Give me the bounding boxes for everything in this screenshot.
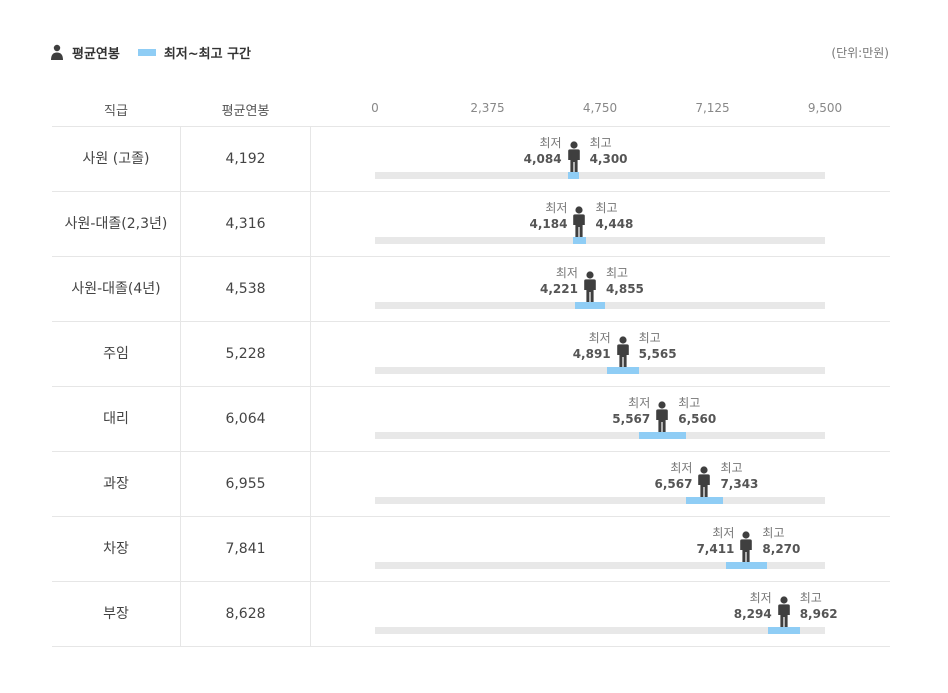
max-value-label: 4,300: [589, 152, 628, 166]
rank-cell: 대리: [52, 387, 181, 451]
min-key-label: 최저: [555, 266, 578, 280]
rank-cell: 과장: [52, 452, 181, 516]
min-key-label: 최저: [628, 396, 651, 410]
avg-salary-cell: 6,064: [181, 387, 311, 451]
max-value-label: 7,343: [720, 477, 759, 491]
table-row: 부장 8,628 최저 8,294 최고 8,962: [52, 582, 890, 647]
legend-range-label: 최저~최고 구간: [163, 46, 252, 62]
rank-cell: 차장: [52, 517, 181, 581]
min-key-label: 최저: [539, 136, 562, 150]
range-swatch-icon: [137, 48, 156, 56]
rank-cell: 사원 (고졸): [52, 127, 181, 191]
average-person-icon: [740, 531, 753, 562]
min-key-label: 최저: [588, 331, 611, 345]
table-row: 사원-대졸(2,3년) 4,316 최저 4,184 최고 4,448: [52, 192, 890, 257]
rank-cell: 사원-대졸(2,3년): [52, 192, 181, 256]
table-row: 차장 7,841 최저 7,411 최고 8,270: [52, 517, 890, 582]
rank-cell: 부장: [52, 582, 181, 646]
header-avg: 평균연봉: [221, 104, 270, 119]
range-track: [375, 367, 825, 374]
max-key-label: 최고: [638, 331, 661, 345]
table-header: 직급 평균연봉 0 2,375 4,750 7,125 9,500: [52, 90, 890, 127]
axis-tick-label: 9,500: [807, 101, 843, 115]
table-row: 주임 5,228 최저 4,891 최고 5,565: [52, 322, 890, 387]
table-row: 과장 6,955 최저 6,567 최고 7,343: [52, 452, 890, 517]
axis-tick-label: 0: [371, 101, 379, 115]
average-person-icon: [584, 271, 596, 302]
max-key-label: 최고: [720, 461, 743, 475]
average-person-icon: [777, 596, 790, 627]
range-track: [375, 432, 825, 439]
min-value-label: 8,294: [733, 607, 772, 621]
avg-salary-cell: 4,316: [181, 192, 311, 256]
range-track: [375, 237, 825, 244]
range-track: [375, 627, 825, 634]
max-value-label: 5,565: [638, 347, 677, 361]
range-track: [375, 562, 825, 569]
table-row: 대리 6,064 최저 5,567 최고 6,560: [52, 387, 890, 452]
max-key-label: 최고: [605, 266, 629, 280]
max-value-label: 4,448: [595, 217, 634, 231]
avg-salary-cell: 5,228: [181, 322, 311, 386]
chart-legend: 평균연봉 최저~최고 구간: [50, 42, 251, 62]
min-key-label: 최저: [545, 201, 568, 215]
salary-range-bar: [686, 497, 723, 504]
axis-tick-label: 7,125: [695, 101, 730, 115]
average-person-icon: [656, 401, 669, 432]
header-rank: 직급: [104, 104, 128, 119]
person-icon: [51, 44, 63, 60]
salary-range-bar: [574, 302, 605, 309]
min-value-label: 4,221: [540, 282, 578, 296]
salary-range-bar: [573, 237, 586, 244]
legend-average-label: 평균연봉: [72, 46, 120, 62]
table-row: 사원-대졸(4년) 4,538 최저 4,221 최고 4,855: [52, 257, 890, 322]
range-track: [375, 172, 825, 179]
range-track: [375, 497, 825, 504]
max-key-label: 최고: [678, 396, 701, 410]
average-person-icon: [573, 206, 586, 237]
salary-range-bar: [606, 367, 639, 374]
avg-salary-cell: 4,192: [181, 127, 311, 191]
table-row: 사원 (고졸) 4,192 최저 4,084 최고 4,300: [52, 127, 890, 192]
min-value-label: 6,567: [654, 477, 693, 491]
max-key-label: 최고: [799, 591, 822, 605]
avg-salary-cell: 6,955: [181, 452, 311, 516]
min-value-label: 4,184: [529, 217, 568, 231]
avg-salary-cell: 4,538: [181, 257, 311, 321]
max-value-label: 6,560: [678, 412, 717, 426]
max-value-label: 8,270: [762, 542, 801, 556]
axis-tick-label: 4,750: [582, 101, 618, 115]
min-value-label: 5,567: [612, 412, 651, 426]
salary-range-bar: [568, 172, 579, 179]
max-value-label: 4,855: [605, 282, 644, 296]
max-key-label: 최고: [595, 201, 618, 215]
salary-range-bar: [767, 627, 800, 634]
min-value-label: 7,411: [696, 542, 735, 556]
rank-cell: 사원-대졸(4년): [52, 257, 181, 321]
axis-tick-label: 2,375: [470, 101, 505, 115]
average-person-icon: [698, 466, 711, 497]
rank-cell: 주임: [52, 322, 181, 386]
max-value-label: 8,962: [799, 607, 838, 621]
min-key-label: 최저: [712, 526, 735, 540]
avg-salary-cell: 8,628: [181, 582, 311, 646]
salary-range-bar: [638, 432, 686, 439]
salary-range-bar: [726, 562, 767, 569]
max-key-label: 최고: [589, 136, 612, 150]
min-key-label: 최저: [670, 461, 693, 475]
average-person-icon: [567, 141, 580, 172]
unit-label: (단위:만원): [831, 46, 889, 60]
average-person-icon: [616, 336, 629, 367]
min-value-label: 4,084: [523, 152, 562, 166]
min-key-label: 최저: [749, 591, 772, 605]
min-value-label: 4,891: [572, 347, 611, 361]
max-key-label: 최고: [762, 526, 785, 540]
avg-salary-cell: 7,841: [181, 517, 311, 581]
